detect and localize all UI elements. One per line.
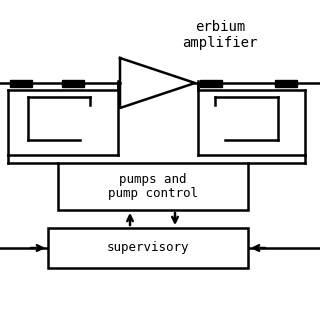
Bar — [275, 79, 297, 86]
Text: erbium
amplifier: erbium amplifier — [182, 20, 258, 50]
Text: pumps and
pump control: pumps and pump control — [108, 172, 198, 201]
Bar — [200, 79, 222, 86]
Text: supervisory: supervisory — [107, 242, 189, 254]
Bar — [48, 228, 248, 268]
Bar — [62, 79, 84, 86]
Bar — [10, 79, 32, 86]
Bar — [58, 163, 248, 210]
